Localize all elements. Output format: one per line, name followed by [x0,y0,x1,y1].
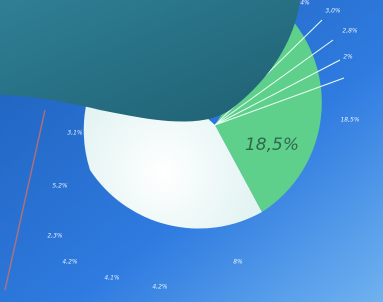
pie-label: 2,3% [47,233,63,240]
highlight-label: 18,5% [245,135,299,155]
pie-label: 3,0% [325,8,341,15]
pie-label: 4,1% [104,275,120,282]
pie-label: 5,2% [52,183,68,190]
pie-label: 3,1% [67,130,83,137]
pie-label: 4,2% [62,259,78,266]
pie-label: 4,2% [152,284,168,291]
pie-label: 2% [343,54,353,61]
page: {"image": {"highlight_label": "18,5%", "… [0,0,383,302]
pie-label: 4% [300,0,310,7]
photo: 18,5% 4% 3,0% 2,8% 2% 18,5% 3,1% 5,2% 2,3% 4,2% 4… [0,0,383,302]
pie-label: 2,8% [342,28,358,35]
pie-label: 8% [233,259,243,266]
pie-label: 18,5% [340,117,359,124]
